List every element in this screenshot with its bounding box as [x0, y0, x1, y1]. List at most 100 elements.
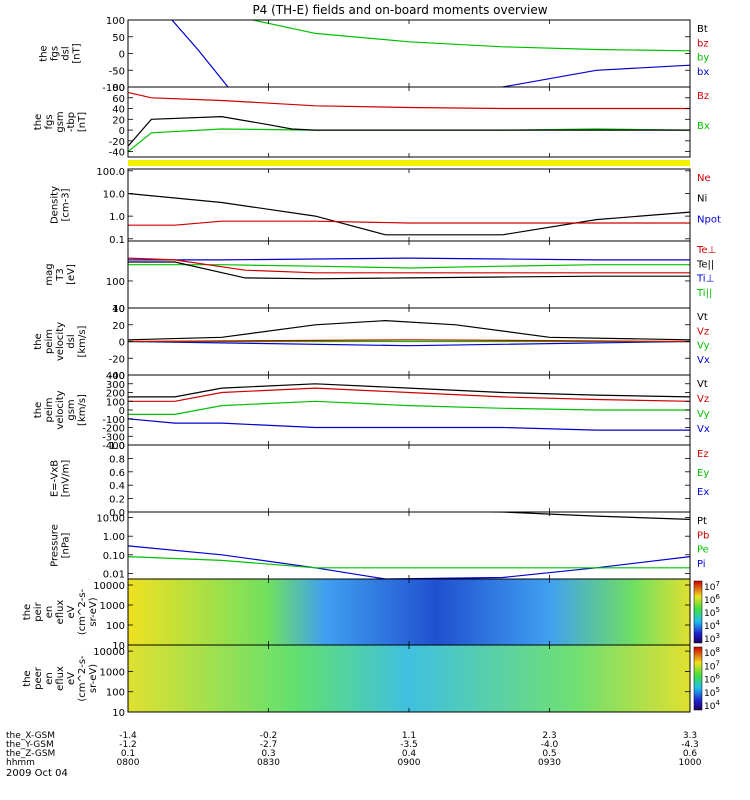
series-line-Vz	[128, 339, 690, 343]
y-tick-label: 10.0	[103, 189, 125, 200]
y-tick-label: 0.4	[109, 481, 125, 492]
series-line-by	[250, 20, 690, 52]
y-tick-label: 10	[112, 708, 125, 719]
colorbar-label: 108	[704, 646, 720, 659]
legend-bx: bx	[697, 67, 709, 78]
y-tick-label: -20	[109, 354, 125, 365]
y-axis-label: thepeirenefluxeV(cm^2-s-sr-eV)	[22, 588, 99, 635]
legend-Bz: Bz	[697, 91, 709, 102]
y-tick-label: 10000	[93, 581, 125, 592]
colorbar	[693, 580, 703, 644]
legend-bz: bz	[697, 38, 709, 49]
y-axis-label: thefgsgsm-tbp[nT]	[33, 111, 88, 132]
legend-Ni: Ni	[697, 194, 707, 205]
y-tick-label: 0.0	[109, 508, 125, 519]
series-line-Vt	[128, 319, 690, 341]
legend-Ne: Ne	[697, 173, 711, 184]
legend-Vz: Vz	[697, 326, 709, 337]
ephem-value: 0.6	[683, 749, 698, 759]
colorbar-label: 106	[704, 593, 720, 606]
spectrogram-image	[128, 579, 690, 645]
colorbar	[693, 646, 703, 711]
ephem-value: 1000	[679, 758, 702, 768]
series-line-Bx	[128, 128, 690, 153]
y-axis-label: thefgsdsl[nT]	[39, 43, 83, 63]
legend-Ti||: Ti||	[696, 288, 712, 299]
colorbar-label: 103	[704, 632, 720, 645]
series-line-Ti⊥	[128, 257, 690, 261]
colorbar-label: 104	[704, 699, 720, 712]
y-tick-label: 100	[106, 621, 125, 632]
panel-fgs_dsl: 100 50 0 -50 -100 thefgsdsl[nT] Bt bz by bx	[39, 16, 710, 94]
legend-Te⊥: Te⊥	[696, 245, 716, 256]
y-tick-label: 20	[112, 321, 125, 332]
panel-frame	[127, 240, 691, 309]
y-tick-label: 200	[106, 389, 125, 400]
panel-density: 100.0 10.0 1.0 0.1 Density[cm-3] Ne Ni Npot	[50, 167, 721, 246]
y-tick-label: 10	[112, 641, 125, 652]
ephem-value: 0.5	[542, 749, 556, 759]
y-tick-label: 40	[112, 105, 125, 116]
ephem-value: -2.7	[260, 740, 278, 750]
ephem-value: -4.0	[541, 740, 559, 750]
legend-Npot: Npot	[697, 214, 721, 225]
colorbar-label: 106	[704, 673, 720, 686]
colorbar-label: 104	[704, 619, 720, 632]
y-tick-label: -100	[102, 415, 125, 426]
series-line-Bt	[128, 115, 690, 147]
ephem-label: the_Z-GSM	[6, 749, 55, 759]
y-tick-label: 50	[112, 33, 125, 44]
y-tick-label: 100	[106, 16, 125, 27]
panel-frame	[127, 86, 691, 158]
y-tick-label: 300	[106, 380, 125, 391]
ephem-value: 3.3	[683, 731, 697, 741]
y-tick-label: 0	[119, 126, 125, 137]
panel-frame	[127, 19, 691, 88]
date-label: 2009 Oct 04	[6, 768, 68, 779]
y-axis-label: E=-VxB[mV/m]	[50, 460, 72, 498]
legend-Pb: Pb	[697, 530, 709, 541]
y-tick-label: 0.01	[103, 569, 125, 580]
panel-frame	[127, 511, 691, 580]
ephem-value: -4.3	[681, 740, 699, 750]
y-tick-label: 400	[106, 371, 125, 382]
y-tick-label: 1.0	[109, 441, 125, 452]
series-line-Bz	[128, 91, 690, 110]
y-tick-label: -40	[109, 148, 125, 159]
y-tick-label: 10.00	[96, 514, 125, 525]
y-tick-label: 10000	[93, 647, 125, 658]
ephem-value: 0.4	[402, 749, 417, 759]
y-tick-label: 100	[106, 688, 125, 699]
y-tick-label: 0	[119, 406, 125, 417]
y-tick-label: 100	[106, 397, 125, 408]
panel-velocity_dsl: 40 20 0 -20 -40 thepeimvelocitydsl[km/s] Vt Vz V…	[33, 304, 710, 382]
y-tick-label: -300	[102, 432, 125, 443]
spectrogram-image	[128, 645, 690, 712]
y-tick-label: 0	[119, 338, 125, 349]
y-axis-label: Density[cm-3]	[50, 186, 72, 224]
y-tick-label: 1.00	[103, 532, 125, 543]
legend-Ez: Ez	[697, 449, 709, 460]
ephem-value: -1.4	[119, 731, 137, 741]
y-tick-label: -50	[109, 66, 125, 77]
legend-Vz: Vz	[697, 394, 709, 405]
legend-Ex: Ex	[697, 487, 709, 498]
ephem-value: 0900	[398, 758, 421, 768]
figure-title: P4 (TH-E) fields and on-board moments ov…	[252, 3, 547, 17]
ephem-label: the_X-GSM	[6, 731, 55, 741]
series-line-bx	[171, 20, 690, 87]
y-tick-label: 0.2	[109, 495, 125, 506]
legend-Vy: Vy	[697, 341, 710, 352]
y-tick-label: -20	[109, 137, 125, 148]
y-tick-label: 1000	[100, 667, 125, 678]
series-line-Ti||	[128, 264, 690, 269]
panel-frame	[127, 168, 691, 242]
ephem-value: 0930	[538, 758, 561, 768]
legend-Bx: Bx	[697, 121, 710, 132]
panel-frame	[127, 444, 691, 513]
